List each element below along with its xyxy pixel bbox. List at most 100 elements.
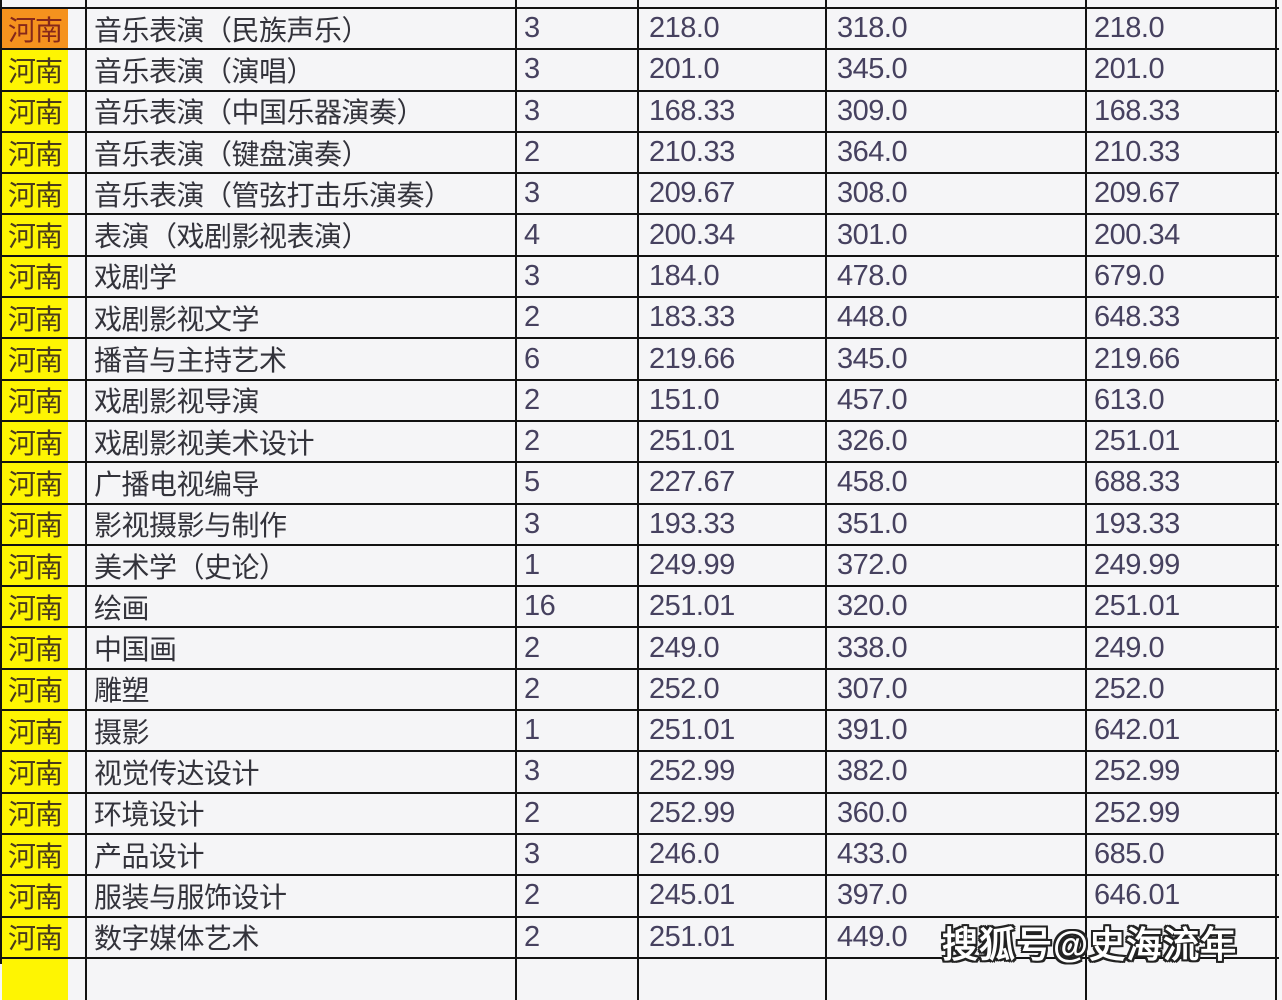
table-row: 河南 戏剧影视导演 2 151.0 457.0 613.0 [2,380,1279,422]
cell-score3: 642.01 [1087,711,1277,751]
cell-major: 绘画 [87,587,517,627]
cell-province: 河南 [2,380,87,420]
cell-score3: 209.67 [1087,174,1277,214]
sohu-watermark: 搜狐号@史海流年 [942,924,1238,965]
cell-province: 河南 [2,50,87,90]
cell-score2: 382.0 [827,752,1087,792]
cell-score2: 351.0 [827,504,1087,544]
table-row-partial-top [2,0,1279,9]
cell-province: 河南 [2,628,87,668]
cell-count [517,0,639,7]
cell-score3: 685.0 [1087,834,1277,875]
cell-count: 3 [517,174,639,214]
province-highlight: 河南 [2,50,68,90]
cell-major: 戏剧影视文学 [87,298,517,338]
cell-count: 2 [517,628,639,668]
cell-score2: 326.0 [827,421,1087,462]
cell-score1: 200.34 [639,215,827,255]
cell-major: 音乐表演（中国乐器演奏） [87,91,517,131]
province-highlight: 河南 [2,421,68,462]
cell-count: 3 [517,256,639,297]
cell-score1: 201.0 [639,50,827,90]
cell-province: 河南 [2,91,87,131]
table-row: 河南 表演（戏剧影视表演） 4 200.34 301.0 200.34 [2,215,1279,257]
province-highlight: 河南 [2,298,68,338]
cell-major: 美术学（史论） [87,545,517,586]
province-highlight: 河南 [2,587,68,627]
cell-major: 摄影 [87,711,517,751]
table-row: 河南 音乐表演（管弦打击乐演奏） 3 209.67 308.0 209.67 [2,174,1279,216]
table-row: 河南 环境设计 2 252.99 360.0 252.99 [2,793,1279,835]
cell-score3: 679.0 [1087,256,1277,297]
cell-score1: 251.01 [639,711,827,751]
cell-score2: 372.0 [827,545,1087,586]
province-highlight: 河南 [2,752,68,792]
cell-score1: 210.33 [639,132,827,173]
cell-score2: 433.0 [827,834,1087,875]
cell-major: 影视摄影与制作 [87,504,517,544]
cell-major: 表演（戏剧影视表演） [87,215,517,255]
cell-score3: 168.33 [1087,91,1277,131]
province-highlight: 河南 [2,545,68,586]
cell-province: 河南 [2,545,87,586]
cell-province [2,958,87,1000]
province-highlight: 河南 [2,463,68,503]
cell-province: 河南 [2,339,87,379]
cell-score2: 360.0 [827,793,1087,833]
cell-province: 河南 [2,834,87,875]
province-highlight: 河南 [2,256,68,297]
cell-major: 音乐表演（演唱） [87,50,517,90]
province-highlight: 河南 [2,9,68,49]
cell-count: 2 [517,876,639,916]
cell-score3: 252.99 [1087,752,1277,792]
table-row: 河南 戏剧学 3 184.0 478.0 679.0 [2,256,1279,299]
cell-province: 河南 [2,298,87,338]
table-row: 河南 服装与服饰设计 2 245.01 397.0 646.01 [2,876,1279,918]
cell-score3: 219.66 [1087,339,1277,379]
cell-major: 音乐表演（键盘演奏） [87,132,517,173]
cell-score2: 478.0 [827,256,1087,297]
cell-count: 3 [517,91,639,131]
table-row: 河南 产品设计 3 246.0 433.0 685.0 [2,834,1279,877]
cell-score3: 218.0 [1087,9,1277,49]
cell-count: 3 [517,752,639,792]
cell-province: 河南 [2,215,87,255]
cell-score3: 613.0 [1087,380,1277,420]
cell-score3: 648.33 [1087,298,1277,338]
table-row: 河南 视觉传达设计 3 252.99 382.0 252.99 [2,752,1279,794]
cell-province: 河南 [2,587,87,627]
province-highlight: 河南 [2,174,68,214]
table-row: 河南 音乐表演（民族声乐） 3 218.0 318.0 218.0 [2,9,1279,51]
cell-count: 1 [517,711,639,751]
cell-score3: 251.01 [1087,421,1277,462]
province-highlight: 河南 [2,834,68,875]
table-row: 河南 美术学（史论） 1 249.99 372.0 249.99 [2,545,1279,588]
cell-score1 [639,958,827,1000]
cell-score2 [827,0,1087,7]
cell-score2: 397.0 [827,876,1087,916]
province-highlight: 河南 [2,91,68,131]
cell-major: 中国画 [87,628,517,668]
province-highlight [2,958,68,1000]
cell-score2: 364.0 [827,132,1087,173]
province-highlight: 河南 [2,215,68,255]
cell-count: 3 [517,9,639,49]
cell-score3 [1087,0,1277,7]
cell-count: 2 [517,793,639,833]
cell-score3: 201.0 [1087,50,1277,90]
cell-major: 广播电视编导 [87,463,517,503]
cell-province: 河南 [2,752,87,792]
cell-score3: 252.0 [1087,669,1277,710]
cell-score1: 252.99 [639,752,827,792]
cell-score3: 646.01 [1087,876,1277,916]
cell-score3: 252.99 [1087,793,1277,833]
cell-score3: 249.0 [1087,628,1277,668]
cell-province: 河南 [2,463,87,503]
province-highlight: 河南 [2,917,68,957]
cell-score1: 209.67 [639,174,827,214]
cell-major: 戏剧影视导演 [87,380,517,420]
cell-score2: 308.0 [827,174,1087,214]
cell-score2: 449.0 [827,917,1087,957]
cell-major: 环境设计 [87,793,517,833]
province-highlight: 河南 [2,711,68,751]
